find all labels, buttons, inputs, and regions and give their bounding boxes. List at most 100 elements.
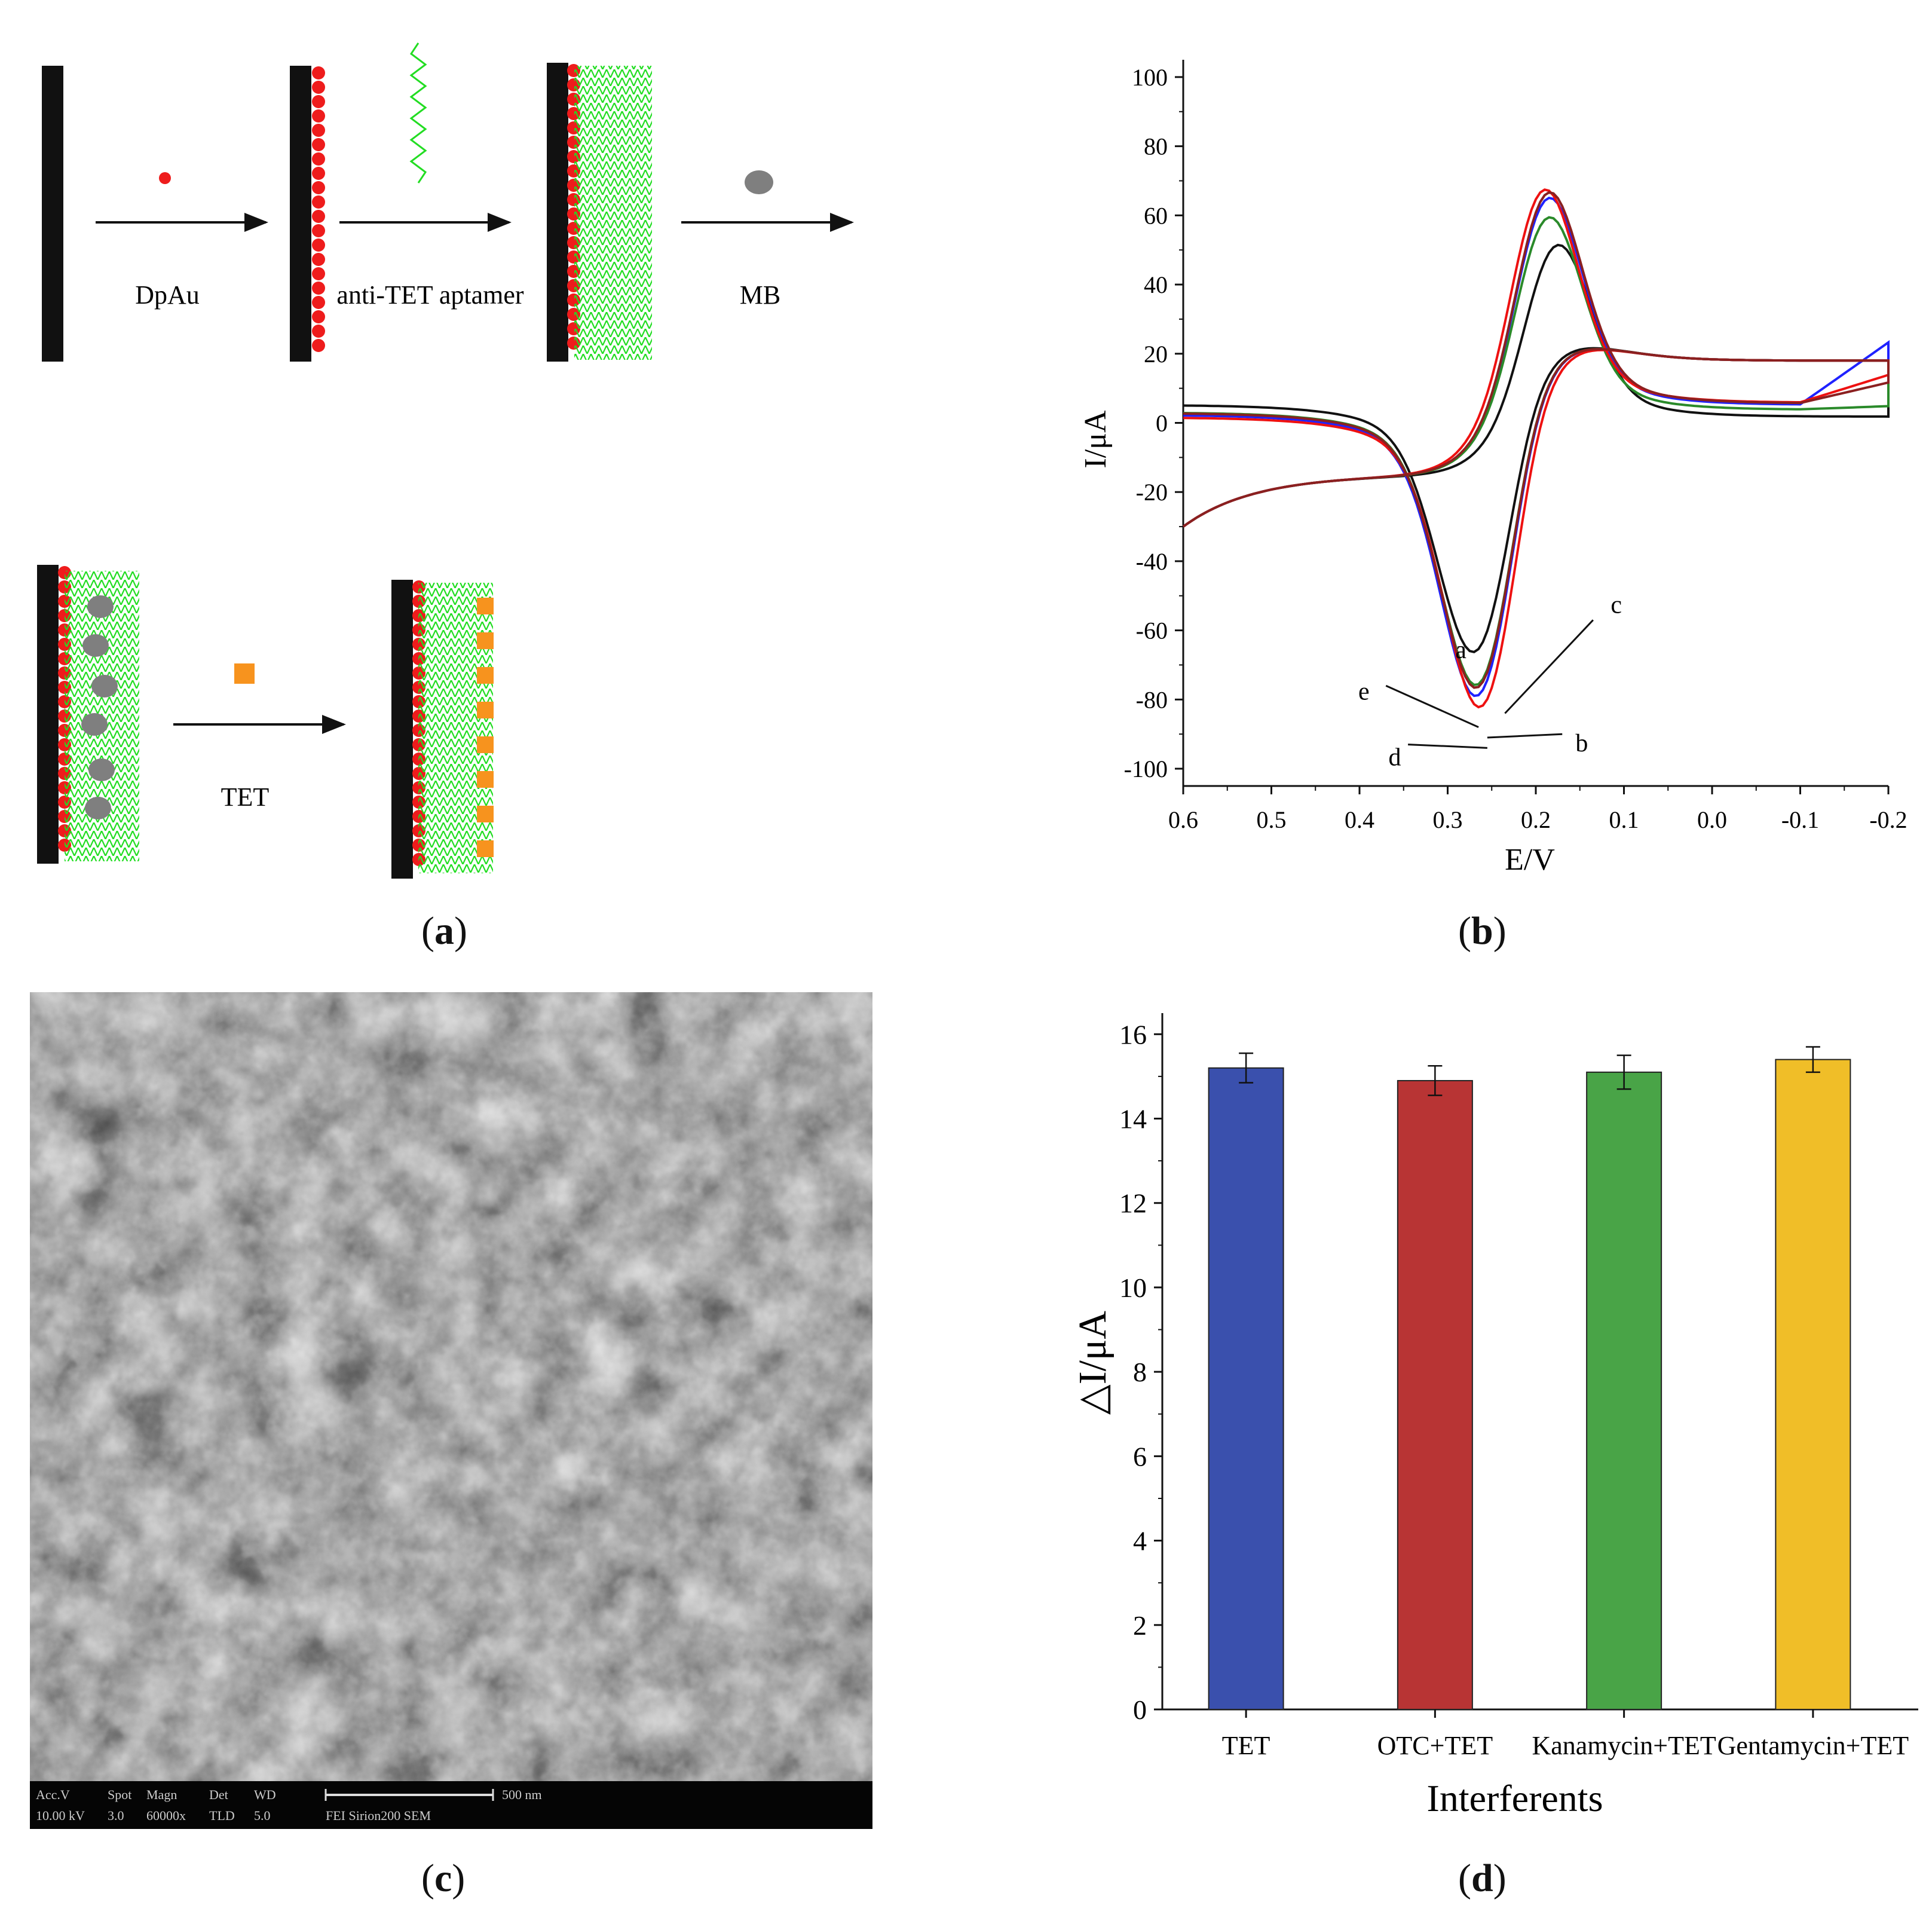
dpau-particle [312,109,325,123]
cv-label-e: e [1358,678,1370,705]
tet-layer [477,598,494,857]
dpau-particle [312,210,325,223]
cv-arrow-c [1504,619,1594,714]
label-aptamer: anti-TET aptamer [336,280,524,310]
bar-y-tick-label: 12 [1119,1188,1147,1219]
dpau-particle [312,181,325,194]
sem-header: WD [254,1787,276,1802]
sem-value: 10.00 kV [36,1808,85,1823]
cv-x-tick-label: -0.1 [1781,806,1819,833]
cv-label-b: b [1575,730,1588,757]
electrode-tet [391,580,413,879]
tet-molecule-icon [234,663,255,684]
sem-header: Det [209,1787,228,1802]
cv-curves [1182,188,1890,709]
mb-molecule [88,758,115,781]
cv-curve-e [1182,191,1890,689]
caption-d: (d) [1458,1856,1507,1900]
cv-y-axis-label: I/μA [1079,410,1113,469]
cv-arrow-e [1385,684,1479,729]
dpau-layer [312,66,325,352]
dpau-particle-icon [159,172,171,184]
dpau-particle [312,195,325,209]
bar-ticks: 0 2 4 6 8 10 12 14 16 TET OTC+TET Kanamycin+TET Gent… [1119,1019,1909,1760]
bar-y-tick-label: 4 [1133,1526,1147,1556]
sem-scale-label: 500 nm [502,1787,542,1802]
aptamer-strand-icon [409,42,427,183]
cv-x-tick-label: 0.1 [1609,806,1639,833]
tet-molecule [477,806,494,822]
dpau-particle [312,253,325,266]
cv-y-tick-label: 80 [1144,133,1168,160]
cv-x-tick-label: 0.4 [1345,806,1374,833]
dpau-particle [312,152,325,166]
dpau-particle [312,325,325,338]
dpau-particle [312,66,325,79]
caption-c: (c) [421,1856,466,1900]
bar-x-tick-label: Kanamycin+TET [1532,1731,1716,1760]
electrode-aptamer [547,63,568,362]
electrode-mb [37,565,59,864]
sem-header: Magn [146,1787,177,1802]
sem-header: Acc.V [36,1787,70,1802]
cv-annotations: a c e b d [1358,592,1622,772]
dpau-particle [312,95,325,108]
label-tet: TET [221,782,270,812]
cv-y-tick-label: -60 [1136,617,1168,644]
sem-info-values: 10.00 kV 3.0 60000x TLD 5.0 [36,1808,271,1823]
mb-molecule-icon [745,170,773,194]
dpau-particle [312,310,325,323]
bare-electrode [42,66,63,362]
cv-x-axis-label: E/V [1505,843,1555,877]
cv-y-tick-label: -100 [1124,755,1168,782]
dpau-particle [312,81,325,94]
label-dpau: DpAu [135,280,200,310]
dpau-particle [312,296,325,309]
tet-molecule [477,840,494,857]
bar-y-tick-label: 16 [1119,1019,1147,1050]
tet-molecule [477,632,494,649]
panel-a-schematic: DpAu anti-TET aptamer MB TET [37,42,854,879]
bar-y-axis-label: △I/μA [1071,1311,1115,1415]
cv-label-c: c [1610,592,1622,619]
bar-x-tick-label: TET [1222,1731,1270,1760]
cv-y-tick-label: -20 [1136,479,1168,506]
tet-molecule [477,667,494,684]
sem-value: 60000x [146,1808,186,1823]
bar-series [1208,1046,1851,1711]
panel-c-sem-image: Acc.V Spot Magn Det WD 10.00 kV 3.0 60000x TLD 5… [30,992,872,1829]
tet-molecule [477,598,494,614]
caption-a: (a) [421,909,467,953]
bar-y-tick-label: 6 [1133,1441,1147,1472]
cv-y-tick-label: 100 [1132,64,1168,91]
bar-2 [1586,1071,1662,1710]
cv-y-tick-label: -40 [1136,548,1168,575]
sem-header: Spot [108,1787,131,1802]
dpau-particle [312,138,325,151]
cv-x-tick-label: 0.2 [1521,806,1551,833]
bar-x-tick-label: OTC+TET [1377,1731,1493,1760]
aptamer-layer [574,66,652,360]
sem-info-bar [30,1781,872,1829]
sem-value: 5.0 [254,1808,271,1823]
dpau-particle [312,267,325,280]
sem-value: 3.0 [108,1808,124,1823]
sem-info-headers: Acc.V Spot Magn Det WD [36,1787,276,1802]
electrode-dpau [290,66,311,362]
label-mb: MB [740,280,780,310]
sem-value: TLD [209,1808,235,1823]
dpau-particle [312,339,325,352]
cv-arrow-d [1408,744,1487,749]
bar-y-tick-label: 2 [1133,1610,1147,1641]
cv-x-tick-label: -0.2 [1869,806,1907,833]
cv-y-tick-label: 20 [1144,341,1168,368]
cv-curve-d [1182,188,1890,709]
cv-y-tick-label: 0 [1156,410,1168,437]
bar-y-tick-label: 8 [1133,1357,1147,1387]
cv-x-tick-label: 0.3 [1433,806,1463,833]
cv-y-tick-label: 40 [1144,271,1168,298]
cv-y-tick-label: -80 [1136,686,1168,713]
dpau-particle [312,282,325,295]
